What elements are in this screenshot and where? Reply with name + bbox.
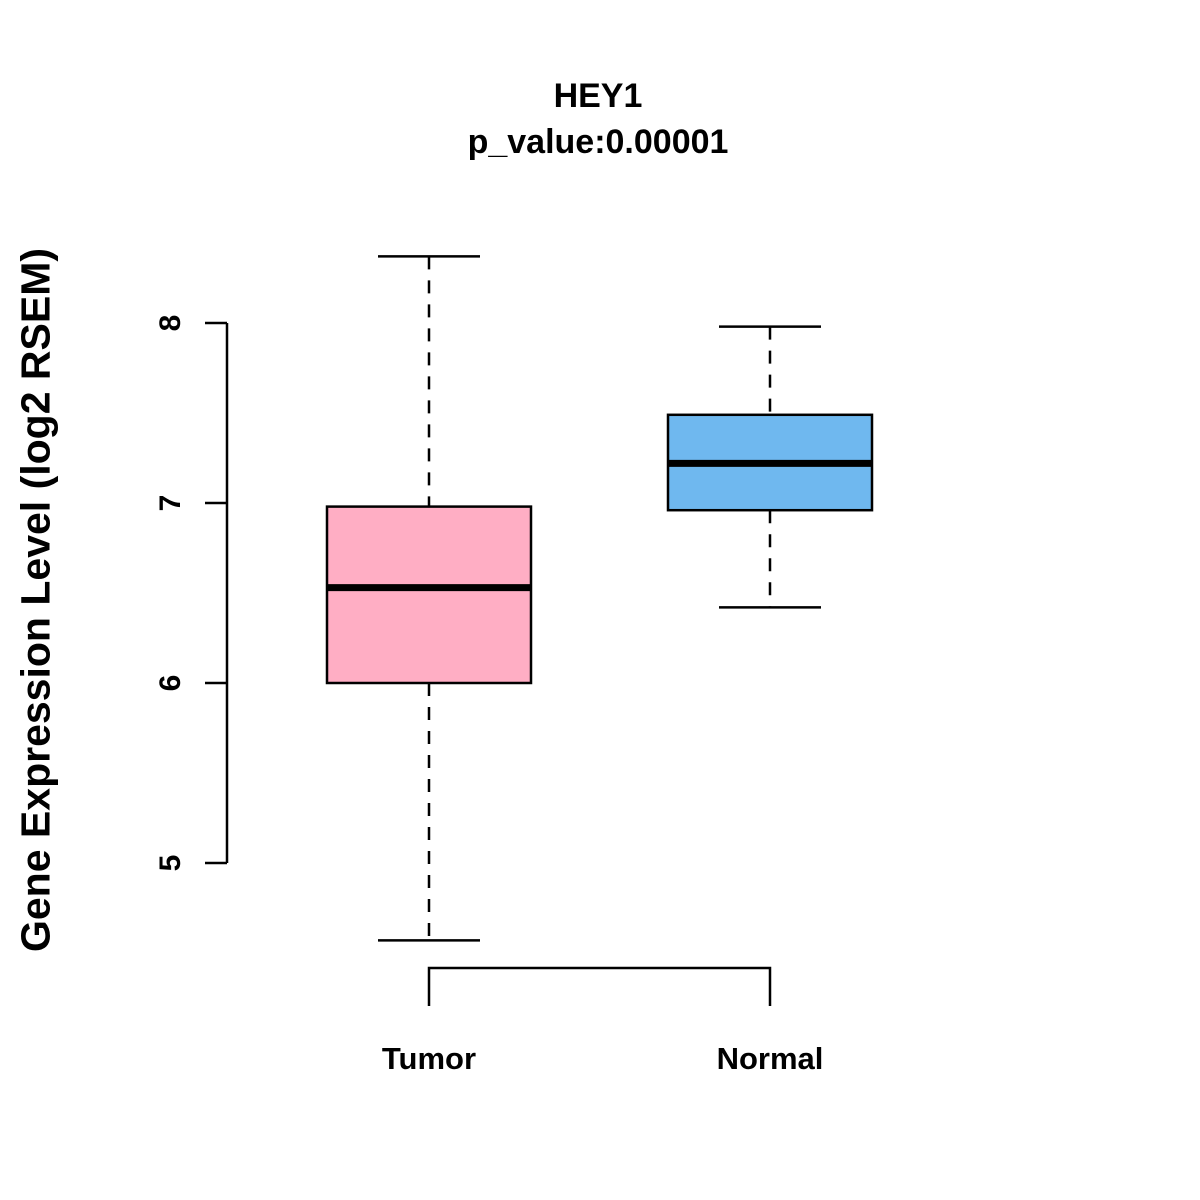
comparison-bracket	[427, 966, 772, 1006]
chart-subtitle: p_value:0.00001	[467, 122, 729, 161]
y-tick-label: 6	[154, 675, 187, 692]
title-block: HEY1 p_value:0.00001	[0, 74, 1196, 166]
box-tumor	[325, 505, 533, 685]
x-category-label-normal: Normal	[717, 1041, 824, 1076]
y-tick-label: 8	[154, 315, 187, 332]
x-category-label-tumor: Tumor	[382, 1041, 476, 1076]
y-tick-label: 5	[154, 855, 187, 872]
chart-title: HEY1	[553, 77, 643, 115]
y-tick-label: 7	[154, 495, 187, 512]
